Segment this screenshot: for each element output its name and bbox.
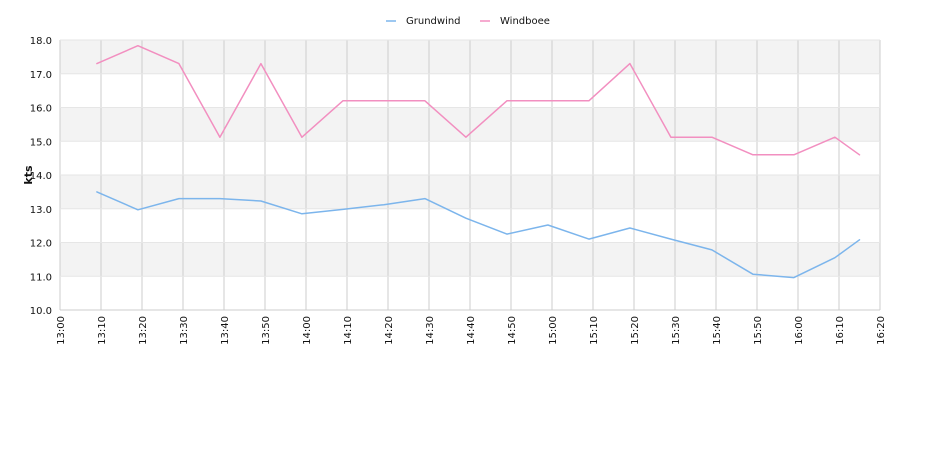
x-tick-label: 16:20 [876,316,887,345]
y-tick-label: 12.0 [30,239,52,250]
x-tick-label: 14:50 [507,316,518,345]
y-tick-label: 18.0 [30,36,52,47]
x-tick-label: 14:00 [302,316,313,345]
legend-label: Windboee [500,16,550,27]
x-tick-label: 15:00 [548,316,559,345]
grid-lines [59,39,881,311]
series-line-grundwind [96,191,861,279]
x-tick-label: 15:40 [712,316,723,345]
x-tick-label: 15:30 [671,316,682,345]
x-tick-label: 15:10 [589,316,600,345]
x-tick-label: 13:50 [261,316,272,345]
y-tick-label: 10.0 [30,306,52,317]
x-tick-label: 13:10 [97,316,108,345]
x-tick-label: 16:00 [794,316,805,345]
x-tick-label: 15:50 [753,316,764,345]
x-tick-labels: 13:00 13:10 13:20 13:30 13:40 13:50 14:00 14:10… [56,316,887,345]
y-axis-title: kts [22,165,35,185]
y-tick-label: 15.0 [30,137,52,148]
y-tick-labels: 10.0 11.0 12.0 13.0 14.0 15.0 16.0 17.0 18.0 [30,36,52,317]
legend-item-windboee[interactable]: Windboee [480,16,550,27]
x-tick-label: 15:20 [630,316,641,345]
x-tick-label: 14:40 [466,316,477,345]
x-tick-label: 14:10 [343,316,354,345]
x-tick-label: 16:10 [835,316,846,345]
x-tick-label: 13:40 [220,316,231,345]
x-tick-label: 14:30 [425,316,436,345]
series-line-windboee [96,44,861,156]
legend-item-grundwind[interactable]: Grundwind [386,16,461,27]
y-tick-label: 17.0 [30,70,52,81]
y-tick-label: 11.0 [30,272,52,283]
legend-label: Grundwind [406,16,461,27]
x-tick-label: 13:20 [138,316,149,345]
y-tick-label: 16.0 [30,104,52,115]
series-lines [96,44,861,279]
y-tick-label: 14.0 [30,171,52,182]
x-tick-label: 14:20 [384,316,395,345]
x-tick-label: 13:30 [179,316,190,345]
y-tick-label: 13.0 [30,205,52,216]
legend: Grundwind Windboee [386,16,550,27]
x-tick-label: 13:00 [56,316,67,345]
